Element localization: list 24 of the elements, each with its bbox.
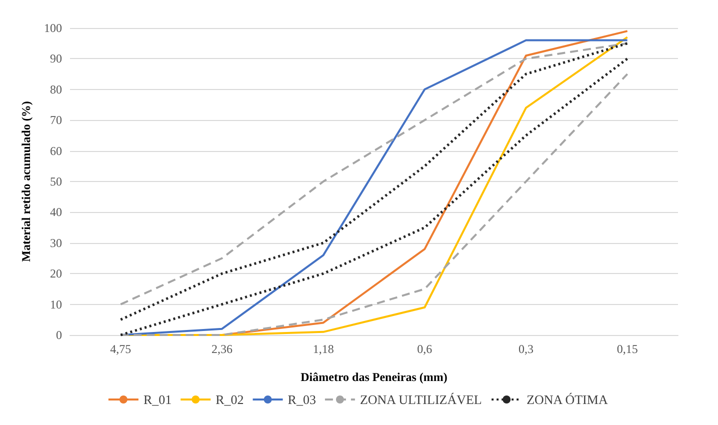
y-tick-label: 10 [50,297,62,312]
x-tick-label: 1,18 [312,342,334,356]
x-tick-label: 0,15 [616,342,638,356]
y-tick-label: 80 [50,82,62,96]
y-tick-label: 50 [50,174,62,188]
y-tick-label: 20 [50,266,62,281]
y-tick-label: 100 [44,21,62,35]
legend-label: ZONA ULTILIZÁVEL [360,392,482,407]
x-tick-label: 4,75 [110,342,132,356]
x-axis-title: Diâmetro das Peneiras (mm) [300,370,448,384]
y-tick-label: 0 [56,328,62,342]
x-tick-label: 0,6 [417,342,432,356]
y-tick-label: 90 [50,52,62,66]
y-tick-label: 40 [50,205,62,220]
y-tick-label: 60 [50,144,62,158]
y-tick-label: 30 [50,236,62,250]
legend-label: R_01 [143,392,172,407]
y-tick-label: 70 [50,113,62,128]
legend-label: ZONA ÓTIMA [526,392,608,407]
x-tick-label: 0,3 [518,342,534,356]
legend-label: R_03 [288,392,316,407]
legend-label: R_02 [216,392,244,407]
y-axis-title: Material retido acumulado (%) [19,101,33,262]
x-tick-label: 2,36 [212,342,232,356]
